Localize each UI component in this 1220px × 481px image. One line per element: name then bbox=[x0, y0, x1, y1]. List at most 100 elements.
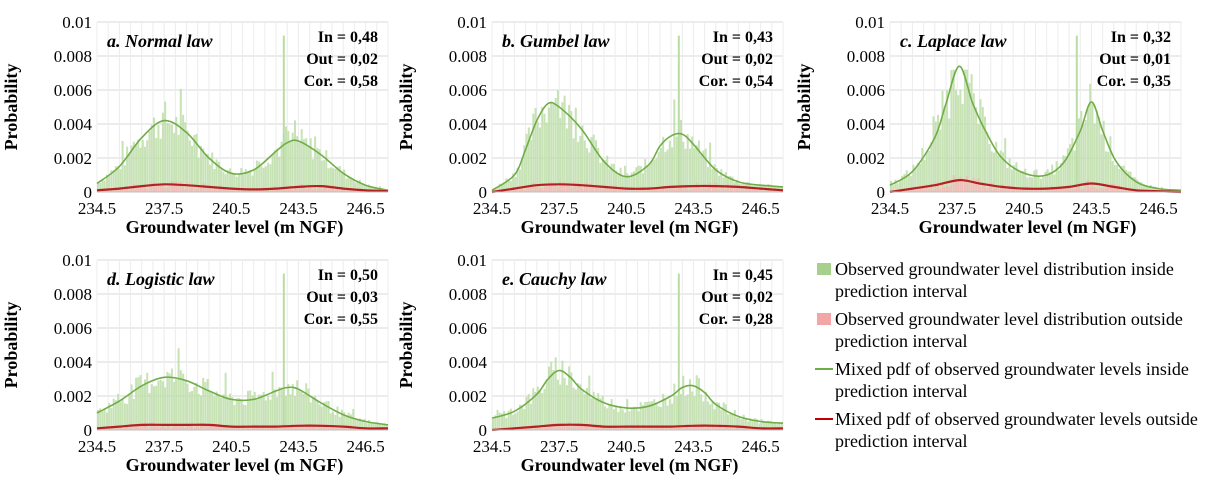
hist-bar-outside bbox=[175, 423, 178, 430]
hist-bar-inside bbox=[1051, 164, 1054, 192]
hist-bar-inside bbox=[601, 158, 604, 192]
hist-bar-inside bbox=[653, 399, 656, 430]
hist-bar-inside bbox=[581, 125, 584, 192]
hist-bar-outside bbox=[121, 187, 124, 192]
hist-bar-inside bbox=[574, 389, 577, 430]
hist-bar-inside bbox=[385, 424, 388, 430]
hist-bar-outside bbox=[769, 190, 772, 192]
chart-panel-1: 0 0.002 0.004 0.006 0.008 0.01 234.5 237.5 240.5… bbox=[1, 13, 389, 238]
hist-bar-inside bbox=[509, 181, 512, 192]
hist-bar-outside bbox=[1008, 185, 1011, 192]
hist-bar-outside bbox=[1122, 190, 1125, 192]
hist-bar-inside bbox=[267, 396, 270, 430]
hist-bar-inside bbox=[1062, 155, 1065, 192]
histogram-inside bbox=[890, 35, 1181, 192]
hist-bar-inside bbox=[554, 98, 557, 192]
x-tick-label: 240.5 bbox=[212, 199, 250, 218]
legend-item-hist-outside: Observed groundwater level distribution … bbox=[815, 308, 1215, 352]
hist-bar-inside bbox=[1028, 176, 1031, 192]
hist-bar-outside bbox=[287, 188, 290, 192]
hist-bar-outside bbox=[677, 426, 680, 430]
x-tick-label: 237.5 bbox=[938, 199, 976, 218]
hist-bar-outside bbox=[186, 422, 189, 430]
hist-bar-outside bbox=[671, 185, 674, 192]
hist-bar-inside bbox=[280, 387, 283, 430]
hist-bar-outside bbox=[552, 182, 555, 192]
hist-bar-inside bbox=[273, 389, 276, 430]
hist-bar-outside bbox=[961, 178, 964, 192]
hist-bar-outside bbox=[601, 425, 604, 430]
hist-bar-inside bbox=[718, 402, 721, 430]
hist-bar-outside bbox=[1078, 183, 1081, 192]
hist-bar-outside bbox=[341, 428, 344, 430]
hist-bar-inside bbox=[334, 168, 337, 192]
hist-bar-inside bbox=[999, 150, 1002, 192]
hist-bar-inside bbox=[287, 130, 290, 192]
hist-bar-inside bbox=[168, 373, 171, 430]
hist-bar-outside bbox=[251, 190, 254, 192]
hist-bar-inside bbox=[1125, 170, 1128, 192]
hist-bar-outside bbox=[1046, 190, 1049, 192]
hist-bar-inside bbox=[177, 348, 180, 430]
hist-bar-outside bbox=[541, 188, 544, 192]
hist-bar-outside bbox=[316, 188, 319, 192]
hist-bar-inside bbox=[682, 141, 685, 192]
hist-bar-inside bbox=[1107, 151, 1110, 192]
hist-bar-inside bbox=[361, 183, 364, 192]
hist-bar-inside bbox=[523, 409, 526, 430]
hist-bar-outside bbox=[624, 189, 627, 192]
hist-bar-inside bbox=[323, 160, 326, 192]
hist-bar-outside bbox=[354, 189, 357, 192]
hist-bar-outside bbox=[276, 427, 279, 430]
hist-bar-inside bbox=[615, 170, 618, 192]
hist-bar-inside bbox=[1040, 178, 1043, 192]
hist-bar-outside bbox=[307, 426, 310, 430]
hist-bar-inside bbox=[108, 175, 111, 192]
hist-bar-inside bbox=[548, 107, 551, 192]
hist-bar-outside bbox=[150, 182, 153, 192]
hist-bar-inside bbox=[666, 405, 669, 430]
hist-bar-inside bbox=[144, 146, 147, 192]
hist-bar-outside bbox=[336, 426, 339, 430]
hist-bar-inside bbox=[307, 388, 310, 430]
hist-bar-outside bbox=[742, 428, 745, 430]
hist-bar-outside bbox=[110, 189, 113, 192]
hist-bar-outside bbox=[311, 189, 314, 192]
hist-bar-inside bbox=[164, 387, 167, 430]
hist-bar-inside bbox=[767, 184, 770, 192]
hist-bar-outside bbox=[572, 424, 575, 430]
hist-bar-inside bbox=[970, 74, 973, 192]
stat-label: In = 0,32 bbox=[1111, 29, 1171, 46]
hist-bar-outside bbox=[548, 425, 551, 430]
hist-bar-inside bbox=[943, 106, 946, 192]
hist-bar-inside bbox=[689, 379, 692, 430]
hist-bar-outside bbox=[588, 423, 591, 430]
hist-bar-outside bbox=[137, 424, 140, 430]
hist-bar-inside bbox=[200, 146, 203, 192]
hist-bar-outside bbox=[539, 426, 542, 430]
hist-bar-outside bbox=[536, 425, 539, 430]
hist-bar-outside bbox=[168, 185, 171, 192]
hist-bar-outside bbox=[193, 187, 196, 192]
hist-bar-inside bbox=[1116, 164, 1119, 192]
hist-bar-outside bbox=[135, 423, 138, 430]
hist-bar-outside bbox=[327, 427, 330, 430]
hist-bar-inside bbox=[753, 418, 756, 430]
y-tick-label: 0.01 bbox=[62, 13, 92, 32]
hist-bar-outside bbox=[1033, 190, 1036, 192]
hist-bar-inside bbox=[202, 148, 205, 192]
hist-bar-outside bbox=[305, 188, 308, 192]
hist-bar-outside bbox=[514, 187, 517, 192]
hist-bar-outside bbox=[1066, 186, 1069, 192]
panel-title: b. Gumbel law bbox=[502, 31, 611, 51]
hist-bar-inside bbox=[365, 423, 368, 430]
hist-bar-inside bbox=[164, 101, 167, 192]
y-tick-label: 0.01 bbox=[457, 13, 487, 32]
hist-bar-outside bbox=[150, 422, 153, 430]
hist-bar-inside bbox=[657, 152, 660, 192]
hist-bar-inside bbox=[99, 183, 102, 192]
hist-bar-inside bbox=[610, 399, 613, 430]
hist-bar-outside bbox=[285, 425, 288, 430]
hist-bar-outside bbox=[910, 188, 913, 192]
hist-bar-inside bbox=[894, 179, 897, 192]
